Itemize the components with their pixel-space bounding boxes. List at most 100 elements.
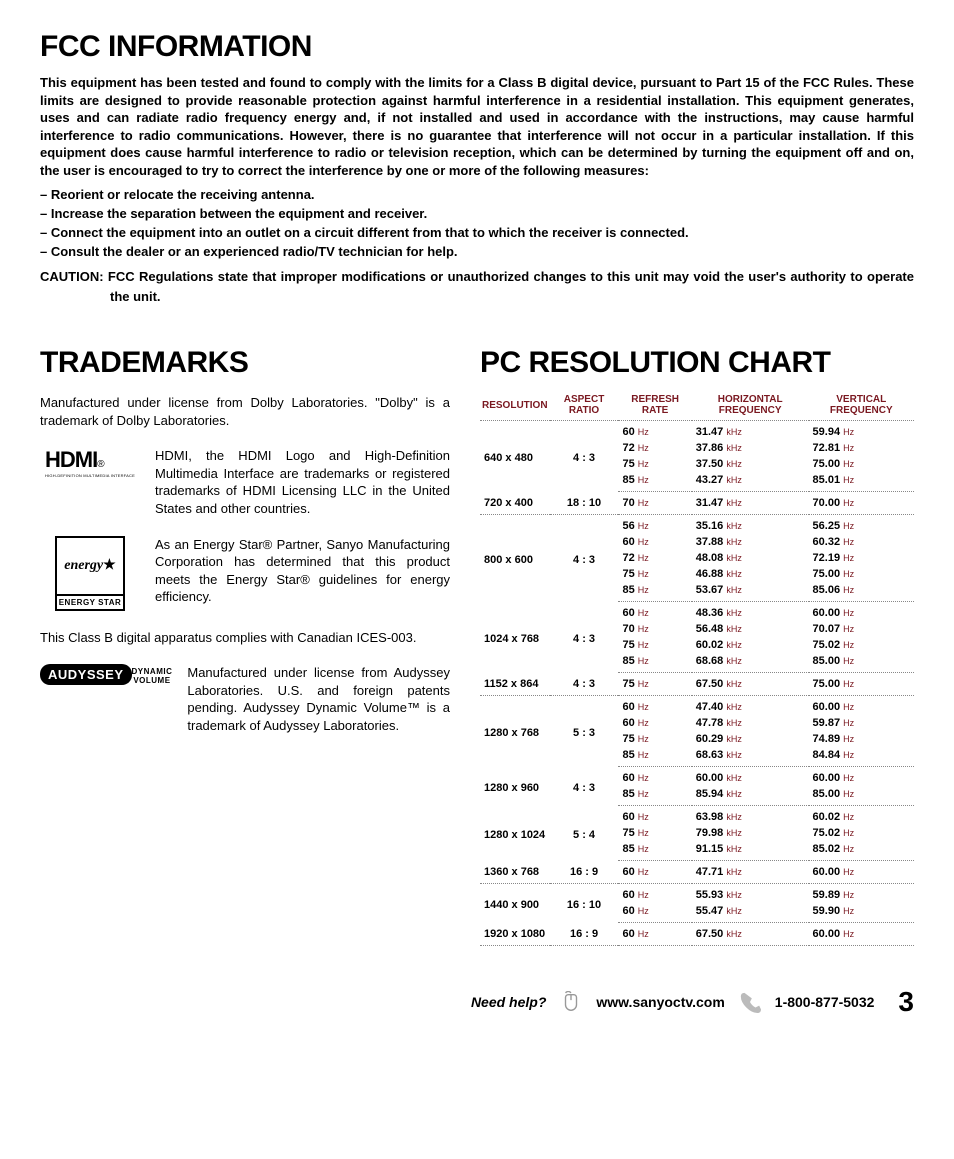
cell-vfreq: 60.00 Hz <box>809 923 914 946</box>
table-row: 1280 x 10245 : 460 Hz63.98 kHz60.02 Hz <box>480 806 914 826</box>
fcc-bullet: – Increase the separation between the eq… <box>40 206 914 221</box>
cell-vfreq: 60.00 Hz <box>809 696 914 716</box>
cell-vfreq: 60.00 Hz <box>809 767 914 787</box>
cell-hfreq: 91.15 kHz <box>692 841 809 861</box>
cell-resolution: 1440 x 900 <box>480 884 550 923</box>
cell-vfreq: 75.00 Hz <box>809 566 914 582</box>
cell-vfreq: 60.32 Hz <box>809 534 914 550</box>
phone-icon <box>739 991 761 1013</box>
cell-hfreq: 85.94 kHz <box>692 786 809 806</box>
cell-vfreq: 59.87 Hz <box>809 715 914 731</box>
cell-refresh: 72 Hz <box>618 550 691 566</box>
cell-refresh: 70 Hz <box>618 492 691 515</box>
cell-vfreq: 72.19 Hz <box>809 550 914 566</box>
table-row: 1152 x 8644 : 375 Hz67.50 kHz75.00 Hz <box>480 673 914 696</box>
th-resolution: RESOLUTION <box>480 390 550 421</box>
cell-aspect: 18 : 10 <box>550 492 619 515</box>
cell-hfreq: 56.48 kHz <box>692 621 809 637</box>
caution-label: CAUTION: <box>40 269 104 284</box>
cell-refresh: 56 Hz <box>618 515 691 535</box>
energystar-block: energy★ ENERGY STAR As an Energy Star® P… <box>40 536 450 611</box>
cell-refresh: 60 Hz <box>618 861 691 884</box>
cell-resolution: 1280 x 768 <box>480 696 550 767</box>
cell-hfreq: 55.47 kHz <box>692 903 809 923</box>
ices-text: This Class B digital apparatus complies … <box>40 629 450 647</box>
cell-resolution: 720 x 400 <box>480 492 550 515</box>
cell-hfreq: 79.98 kHz <box>692 825 809 841</box>
cell-refresh: 60 Hz <box>618 806 691 826</box>
cell-resolution: 800 x 600 <box>480 515 550 602</box>
estar-script: energy★ <box>64 538 115 594</box>
cell-hfreq: 31.47 kHz <box>692 421 809 441</box>
fcc-bullet: – Consult the dealer or an experienced r… <box>40 244 914 259</box>
cell-refresh: 85 Hz <box>618 582 691 602</box>
cell-aspect: 4 : 3 <box>550 515 619 602</box>
cell-hfreq: 47.78 kHz <box>692 715 809 731</box>
cell-aspect: 4 : 3 <box>550 421 619 492</box>
cell-refresh: 85 Hz <box>618 653 691 673</box>
cell-refresh: 60 Hz <box>618 715 691 731</box>
audyssey-text: Manufactured under license from Audyssey… <box>187 664 450 734</box>
cell-refresh: 60 Hz <box>618 602 691 622</box>
table-row: 720 x 40018 : 1070 Hz31.47 kHz70.00 Hz <box>480 492 914 515</box>
cell-vfreq: 75.00 Hz <box>809 673 914 696</box>
cell-refresh: 60 Hz <box>618 767 691 787</box>
cell-hfreq: 67.50 kHz <box>692 923 809 946</box>
fcc-heading: FCC INFORMATION <box>40 30 914 64</box>
cell-hfreq: 60.02 kHz <box>692 637 809 653</box>
th-hfreq: HORIZONTAL FREQUENCY <box>692 390 809 421</box>
cell-vfreq: 74.89 Hz <box>809 731 914 747</box>
footer-need-help: Need help? <box>471 994 546 1010</box>
hdmi-block: HDMI® HIGH-DEFINITION MULTIMEDIA INTERFA… <box>40 447 450 517</box>
cell-hfreq: 47.40 kHz <box>692 696 809 716</box>
cell-vfreq: 59.89 Hz <box>809 884 914 904</box>
cell-vfreq: 85.00 Hz <box>809 653 914 673</box>
page-number: 3 <box>898 986 914 1018</box>
cell-vfreq: 59.90 Hz <box>809 903 914 923</box>
hdmi-logo-icon: HDMI® HIGH-DEFINITION MULTIMEDIA INTERFA… <box>40 447 140 478</box>
resolution-table: RESOLUTION ASPECT RATIO REFRESH RATE HOR… <box>480 390 914 946</box>
audyssey-logo-icon: AUDYSSEY DYNAMIC VOLUME <box>40 664 172 685</box>
cell-hfreq: 31.47 kHz <box>692 492 809 515</box>
cell-refresh: 85 Hz <box>618 747 691 767</box>
cell-vfreq: 75.02 Hz <box>809 825 914 841</box>
cell-aspect: 4 : 3 <box>550 673 619 696</box>
cell-aspect: 5 : 3 <box>550 696 619 767</box>
table-header-row: RESOLUTION ASPECT RATIO REFRESH RATE HOR… <box>480 390 914 421</box>
cell-vfreq: 85.02 Hz <box>809 841 914 861</box>
cell-resolution: 1280 x 960 <box>480 767 550 806</box>
energystar-text: As an Energy Star® Partner, Sanyo Manufa… <box>155 536 450 606</box>
cell-refresh: 85 Hz <box>618 472 691 492</box>
cell-vfreq: 60.02 Hz <box>809 806 914 826</box>
cell-aspect: 4 : 3 <box>550 767 619 806</box>
cell-hfreq: 67.50 kHz <box>692 673 809 696</box>
th-vfreq: VERTICAL FREQUENCY <box>809 390 914 421</box>
audyssey-logo-bot: DYNAMIC VOLUME <box>132 667 173 685</box>
fcc-caution: CAUTION: FCC Regulations state that impr… <box>40 267 914 306</box>
cell-vfreq: 60.00 Hz <box>809 602 914 622</box>
table-row: 1440 x 90016 : 1060 Hz55.93 kHz59.89 Hz <box>480 884 914 904</box>
cell-aspect: 16 : 10 <box>550 884 619 923</box>
cell-vfreq: 60.00 Hz <box>809 861 914 884</box>
audyssey-block: AUDYSSEY DYNAMIC VOLUME Manufactured und… <box>40 664 450 734</box>
cell-vfreq: 75.02 Hz <box>809 637 914 653</box>
cell-resolution: 1280 x 1024 <box>480 806 550 861</box>
table-row: 640 x 4804 : 360 Hz31.47 kHz59.94 Hz <box>480 421 914 441</box>
cell-hfreq: 47.71 kHz <box>692 861 809 884</box>
table-row: 1024 x 7684 : 360 Hz48.36 kHz60.00 Hz <box>480 602 914 622</box>
hdmi-logo-sub: HIGH-DEFINITION MULTIMEDIA INTERFACE <box>45 473 135 478</box>
cell-refresh: 60 Hz <box>618 884 691 904</box>
cell-vfreq: 70.00 Hz <box>809 492 914 515</box>
cell-hfreq: 60.29 kHz <box>692 731 809 747</box>
cell-refresh: 85 Hz <box>618 841 691 861</box>
cell-hfreq: 60.00 kHz <box>692 767 809 787</box>
table-row: 1280 x 9604 : 360 Hz60.00 kHz60.00 Hz <box>480 767 914 787</box>
cell-hfreq: 37.88 kHz <box>692 534 809 550</box>
cell-resolution: 1152 x 864 <box>480 673 550 696</box>
cell-hfreq: 48.36 kHz <box>692 602 809 622</box>
cell-refresh: 60 Hz <box>618 923 691 946</box>
footer-phone: 1-800-877-5032 <box>775 994 875 1010</box>
footer: Need help? www.sanyoctv.com 1-800-877-50… <box>40 986 914 1018</box>
cell-refresh: 75 Hz <box>618 731 691 747</box>
cell-hfreq: 37.86 kHz <box>692 440 809 456</box>
